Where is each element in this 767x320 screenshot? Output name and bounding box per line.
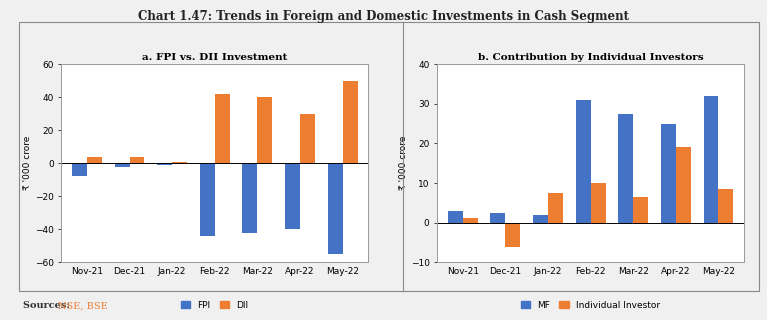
Bar [87,156,102,163]
Legend: FPI, DII: FPI, DII [178,297,252,313]
Bar [618,114,634,223]
Title: b. Contribution by Individual Investors: b. Contribution by Individual Investors [478,53,703,62]
Bar [114,163,130,166]
Bar [463,218,478,223]
Bar [300,114,315,163]
Y-axis label: ₹ '000 crore: ₹ '000 crore [23,136,32,190]
Bar [157,163,172,165]
Bar [343,81,357,163]
Bar [130,156,144,163]
Bar [591,183,605,223]
Legend: MF, Individual Investor: MF, Individual Investor [518,297,663,313]
Bar [172,162,187,163]
Bar [634,197,648,223]
Bar [548,193,563,223]
Y-axis label: ₹ '000 crore: ₹ '000 crore [399,136,408,190]
Bar [505,223,520,246]
Bar [703,96,719,223]
Bar [258,97,272,163]
Bar [719,189,733,223]
Bar [533,215,548,223]
Bar [576,100,591,223]
Text: Chart 1.47: Trends in Foreign and Domestic Investments in Cash Segment: Chart 1.47: Trends in Foreign and Domest… [138,10,629,23]
Text: Sources:: Sources: [23,301,74,310]
Bar [285,163,300,229]
Bar [448,211,463,223]
Bar [72,163,87,176]
Bar [215,94,229,163]
Bar [200,163,215,236]
Bar [242,163,258,233]
Bar [676,147,691,223]
Text: NSE, BSE: NSE, BSE [58,301,107,310]
Bar [661,124,676,223]
Title: a. FPI vs. DII Investment: a. FPI vs. DII Investment [142,53,288,62]
Bar [328,163,343,254]
Bar [490,213,505,223]
